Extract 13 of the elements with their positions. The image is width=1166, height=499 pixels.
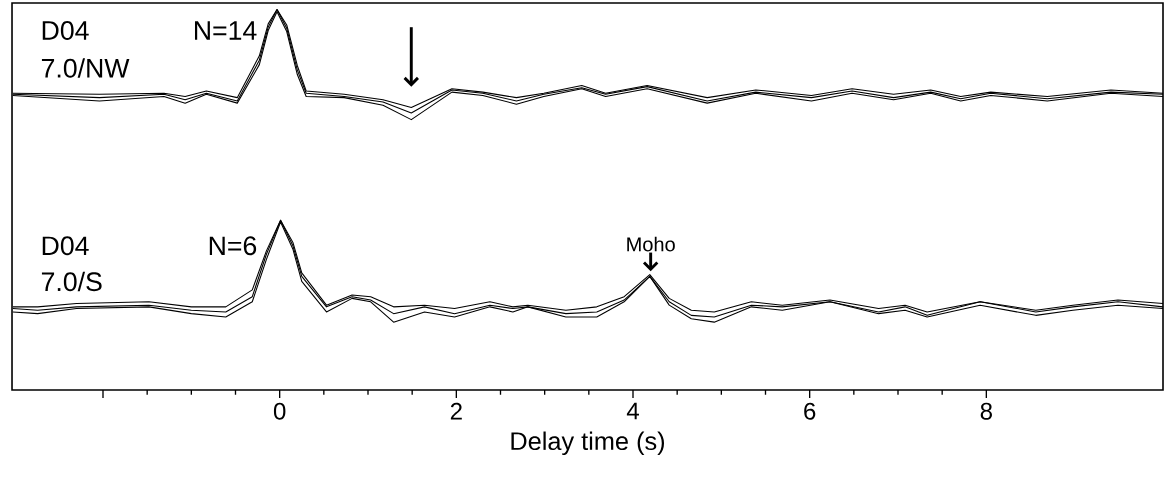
annotation: D04 xyxy=(42,236,89,256)
annotation: Moho xyxy=(627,236,675,252)
annotation: N=6 xyxy=(209,236,257,256)
x-axis-title: Delay time (s) xyxy=(511,431,665,456)
x-tick-label: 0 xyxy=(273,402,286,420)
x-tick-label: 6 xyxy=(804,402,816,420)
annotation: 7.0/NW xyxy=(41,58,130,78)
x-tick-label: 4 xyxy=(626,402,639,420)
annotation: 7.0/S xyxy=(41,271,102,292)
annotation: N=14 xyxy=(194,21,257,40)
annotation: D04 xyxy=(42,21,89,40)
x-tick-label: 8 xyxy=(980,402,992,420)
x-tick-label: 2 xyxy=(450,402,462,420)
